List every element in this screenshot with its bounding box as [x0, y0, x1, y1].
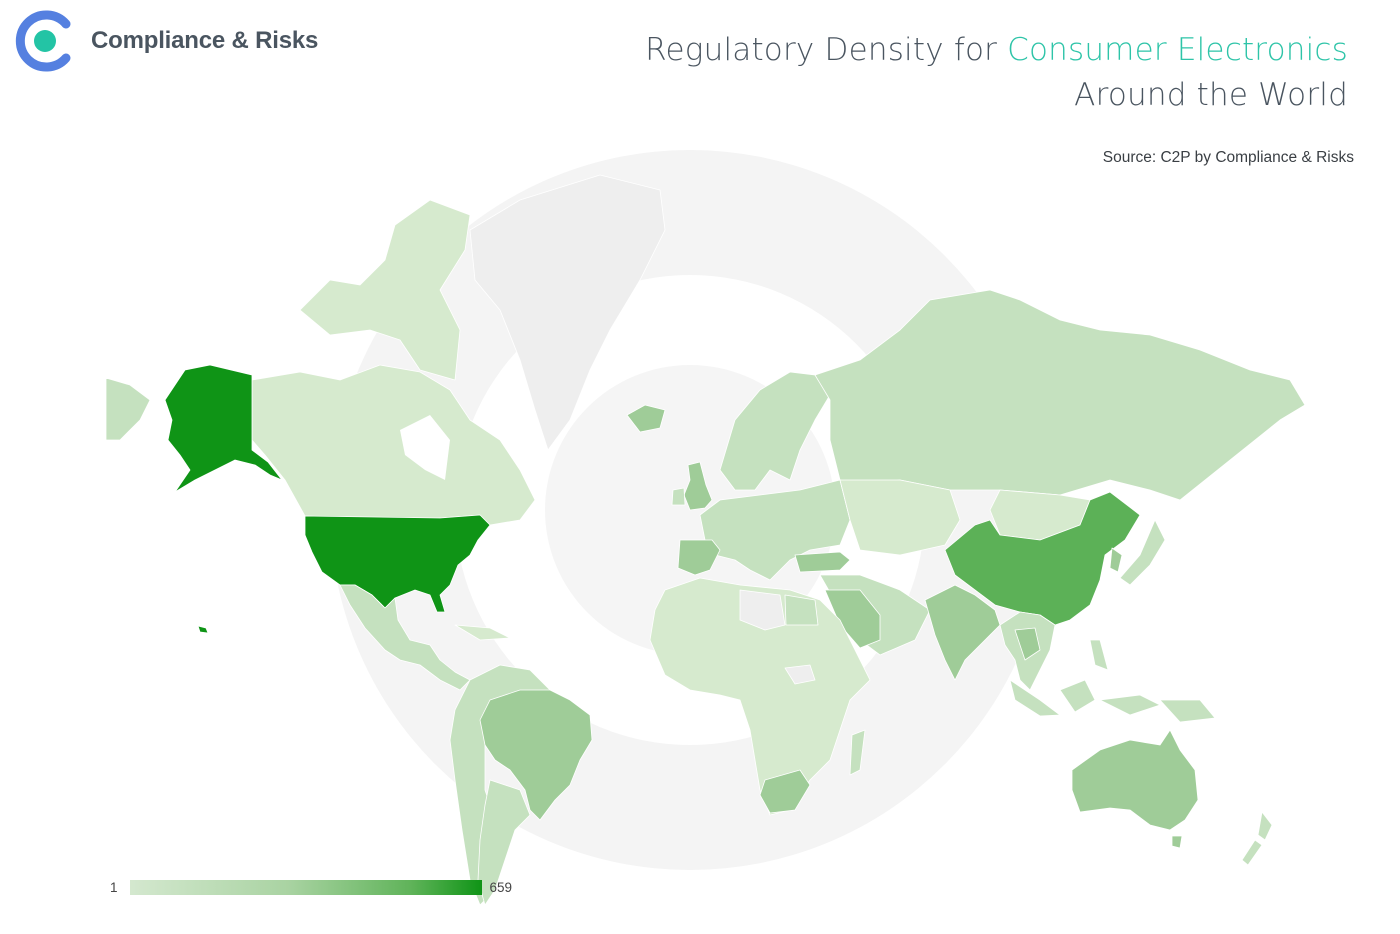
- region-india[interactable]: [924, 584, 1001, 681]
- region-caribbean[interactable]: [454, 624, 511, 641]
- region-spain[interactable]: [677, 539, 721, 576]
- region-united-kingdom[interactable]: [683, 461, 713, 511]
- title-prefix: Regulatory Density for: [645, 32, 1008, 68]
- title-line-2: Around the World: [1074, 77, 1348, 113]
- region-europe[interactable]: [699, 479, 851, 581]
- region-argentina[interactable]: [477, 779, 531, 906]
- region-egypt[interactable]: [784, 594, 819, 626]
- title-highlight: Consumer Electronics: [1007, 32, 1348, 68]
- region-greenland[interactable]: [469, 174, 666, 451]
- region-china[interactable]: [944, 491, 1141, 626]
- legend-min-label: 1: [110, 880, 118, 895]
- region-hawaii[interactable]: [197, 625, 209, 634]
- region-brazil[interactable]: [479, 689, 593, 821]
- region-thailand[interactable]: [1014, 627, 1041, 661]
- region-korea[interactable]: [1109, 547, 1123, 573]
- region-canada[interactable]: [251, 364, 536, 526]
- source-note: Source: C2P by Compliance & Risks: [1102, 149, 1354, 166]
- region-scandinavia[interactable]: [719, 371, 831, 491]
- region-central-asia[interactable]: [839, 479, 961, 556]
- region-south-sudan[interactable]: [784, 664, 816, 685]
- legend-gradient-bar: [129, 880, 482, 895]
- region-canada-arctic[interactable]: [299, 199, 471, 381]
- region-iceland[interactable]: [626, 404, 666, 433]
- region-madagascar[interactable]: [849, 729, 866, 776]
- countries: [105, 174, 1306, 906]
- region-mexico[interactable]: [339, 584, 471, 691]
- region-ireland[interactable]: [671, 487, 686, 506]
- region-indonesia[interactable]: [1009, 679, 1216, 723]
- region-united-states[interactable]: [304, 514, 491, 613]
- region-alaska[interactable]: [164, 364, 283, 493]
- brand-name: Compliance & Risks: [91, 27, 319, 54]
- region-philippines[interactable]: [1089, 639, 1109, 671]
- region-tasmania[interactable]: [1171, 835, 1183, 849]
- region-japan[interactable]: [1119, 519, 1166, 586]
- region-libya[interactable]: [739, 589, 786, 631]
- brand-logo: Compliance & Risks: [14, 10, 318, 72]
- region-russia-far-east[interactable]: [105, 377, 151, 441]
- page-title: Regulatory Density for Consumer Electron…: [645, 28, 1348, 118]
- region-new-zealand[interactable]: [1241, 811, 1273, 866]
- region-south-africa[interactable]: [759, 769, 811, 814]
- region-australia[interactable]: [1071, 729, 1199, 831]
- legend-max-label: 659: [489, 880, 513, 895]
- title-line-1: Regulatory Density for Consumer Electron…: [645, 28, 1348, 73]
- region-turkey[interactable]: [794, 551, 851, 573]
- color-scale-legend: 1 659: [110, 880, 512, 895]
- c-circle-logo-icon: [15, 10, 71, 72]
